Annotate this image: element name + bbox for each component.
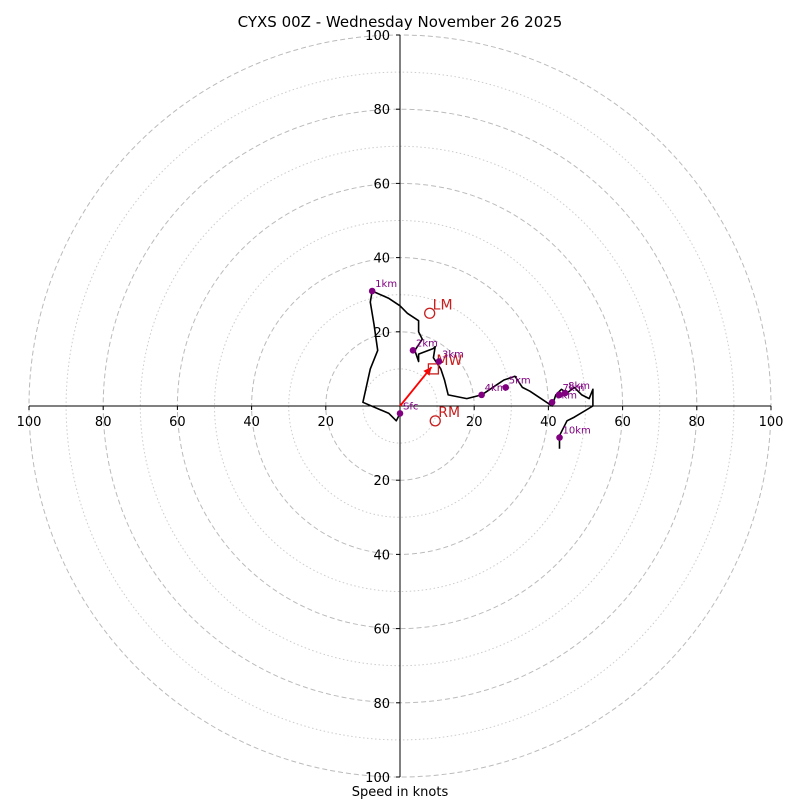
mean-wind-arrow — [399, 366, 433, 407]
x-tick-label: 40 — [540, 415, 557, 430]
height-marker-label: 2km — [416, 338, 438, 349]
height-marker-dot — [561, 389, 569, 397]
height-marker-dot — [368, 287, 376, 295]
y-tick-label: 60 — [373, 177, 390, 192]
x-tick-label: 80 — [689, 415, 706, 430]
height-marker-dot — [409, 347, 417, 354]
height-marker-label: 4km — [485, 383, 507, 394]
height-marker-label: 7km — [563, 383, 585, 394]
height-marker-dot — [435, 358, 443, 365]
height-marker-label: 10km — [563, 426, 591, 437]
x-axis-label: Speed in knots — [352, 785, 449, 800]
height-markers: Sfc1km2km3km4km5km6km7km8km10km — [368, 279, 591, 441]
lm-motion-label: LM — [433, 297, 453, 313]
height-marker-label: 5km — [509, 375, 531, 386]
height-marker-label: 8km — [568, 381, 590, 392]
y-tick-label: 40 — [373, 548, 390, 563]
storm-motion-markers: LM RM MW — [399, 297, 462, 427]
y-tick-label: 80 — [373, 697, 390, 712]
y-tick-label: 20 — [373, 326, 390, 341]
height-marker-dot — [556, 391, 563, 399]
x-tick-label: 60 — [614, 415, 631, 430]
x-tick-label: 80 — [95, 415, 112, 430]
x-tick-label: 40 — [243, 415, 260, 430]
rm-motion-label: RM — [438, 405, 460, 421]
height-marker-dot — [396, 410, 404, 417]
x-tick-label: 60 — [169, 415, 186, 430]
rm-motion-marker — [429, 415, 441, 427]
mean-wind-marker — [427, 363, 440, 375]
y-tick-label: 60 — [373, 623, 390, 638]
y-tick-label: 80 — [373, 103, 390, 118]
chart-title: CYXS 00Z - Wednesday November 26 2025 — [238, 13, 563, 31]
y-tick-label: 100 — [365, 29, 390, 44]
height-marker-label: 1km — [375, 279, 397, 290]
height-marker-dot — [502, 384, 510, 391]
y-tick-label: 20 — [373, 474, 390, 489]
hodograph-trace — [362, 290, 594, 449]
height-marker-dot — [478, 391, 485, 399]
tick-labels: 100 80 60 40 20 20 40 60 80 100 100 80 60 40 20 20 40 60 8… — [17, 29, 784, 786]
height-marker-dot — [548, 398, 556, 406]
hodograph-line — [362, 290, 594, 449]
x-tick-label: 100 — [759, 415, 784, 430]
x-tick-label: 20 — [318, 415, 335, 430]
height-marker-label: 3km — [442, 349, 464, 360]
height-marker-label: Sfc — [403, 401, 418, 412]
height-marker-dot — [556, 434, 563, 441]
x-tick-label: 100 — [17, 415, 42, 430]
x-tick-label: 20 — [466, 415, 483, 430]
y-tick-label: 100 — [365, 771, 390, 786]
y-tick-label: 40 — [373, 252, 390, 267]
lm-motion-marker — [424, 307, 436, 319]
mw-motion-label: MW — [436, 353, 462, 369]
